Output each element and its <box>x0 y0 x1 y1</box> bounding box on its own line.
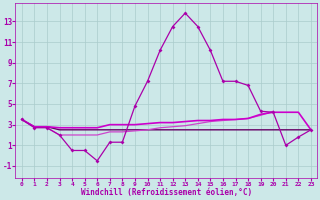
X-axis label: Windchill (Refroidissement éolien,°C): Windchill (Refroidissement éolien,°C) <box>81 188 252 197</box>
